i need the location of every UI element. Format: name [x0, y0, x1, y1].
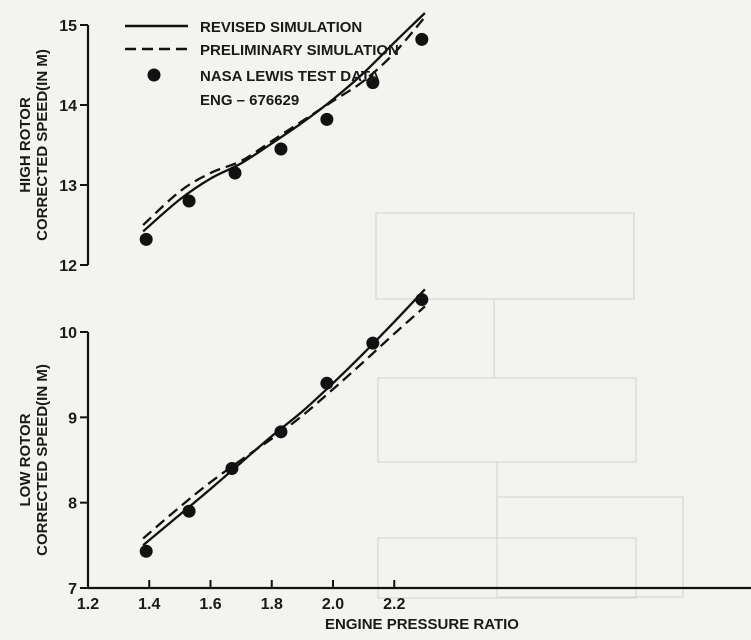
low-rotor-test-data-point: [366, 336, 380, 350]
x-tick-label: 1.6: [199, 596, 221, 613]
high-rotor-ylabel-line1: HIGH ROTOR: [17, 97, 34, 193]
low-rotor-panel: 7 8 9 10 1.2 1.4 1.6 1.8 2.0 2.2: [59, 288, 751, 613]
low-rotor-y-tick-label: 10: [59, 325, 77, 342]
x-tick-label: 2.2: [383, 596, 405, 613]
low-rotor-revised-line: [142, 288, 426, 547]
legend-item-test-data: NASA LEWIS TEST DATA: [200, 68, 380, 85]
high-rotor-ylabel: HIGH ROTOR CORRECTED SPEED(IN M): [17, 49, 51, 241]
legend-eng-number: ENG – 676629: [200, 92, 299, 109]
low-rotor-ylabel-line2: CORRECTED SPEED(IN M): [34, 364, 51, 556]
low-rotor-test-data-point: [182, 504, 196, 518]
background-bleed-through: [375, 212, 684, 599]
high-rotor-panel: 12 13 14 15: [59, 12, 429, 275]
high-rotor-test-data-point: [366, 76, 380, 90]
low-rotor-y-tick-label: 7: [68, 581, 77, 598]
high-rotor-test-data-point: [228, 166, 242, 180]
low-rotor-ylabel: LOW ROTOR CORRECTED SPEED(IN M): [17, 364, 51, 556]
high-rotor-test-data-point: [320, 112, 334, 126]
high-rotor-y-tick-label: 15: [59, 18, 77, 35]
high-rotor-ylabel-line2: CORRECTED SPEED(IN M): [34, 49, 51, 241]
high-rotor-preliminary-line: [142, 16, 426, 226]
low-rotor-test-data-point: [415, 293, 429, 307]
high-rotor-test-data-point: [415, 32, 429, 46]
low-rotor-test-data-point: [274, 425, 288, 439]
x-tick-label: 2.0: [322, 596, 344, 613]
legend-item-preliminary: PRELIMINARY SIMULATION: [200, 42, 399, 59]
x-tick-label: 1.4: [138, 596, 160, 613]
high-rotor-test-data-point: [274, 142, 288, 156]
high-rotor-y-tick-label: 13: [59, 178, 77, 195]
low-rotor-y-tick-label: 9: [68, 410, 77, 427]
low-rotor-preliminary-line: [142, 305, 426, 540]
legend-dot-icon: [147, 68, 161, 82]
x-tick-label: 1.8: [261, 596, 283, 613]
high-rotor-y-tick-label: 12: [59, 258, 77, 275]
legend-item-revised: REVISED SIMULATION: [200, 19, 362, 36]
low-rotor-test-data-point: [139, 544, 153, 558]
high-rotor-revised-line: [142, 12, 426, 233]
x-axis-label: ENGINE PRESSURE RATIO: [325, 616, 519, 633]
low-rotor-series-group: [139, 288, 429, 558]
high-rotor-test-data-point: [139, 232, 153, 246]
x-tick-label: 1.2: [77, 596, 99, 613]
low-rotor-test-data-point: [225, 462, 239, 476]
high-rotor-y-tick-label: 14: [59, 98, 77, 115]
legend: REVISED SIMULATION PRELIMINARY SIMULATIO…: [125, 19, 399, 109]
high-rotor-series-group: [139, 12, 429, 246]
low-rotor-test-data-point: [320, 376, 334, 390]
high-rotor-test-data-point: [182, 194, 196, 208]
low-rotor-y-tick-label: 8: [68, 496, 77, 513]
low-rotor-ylabel-line1: LOW ROTOR: [17, 413, 34, 506]
